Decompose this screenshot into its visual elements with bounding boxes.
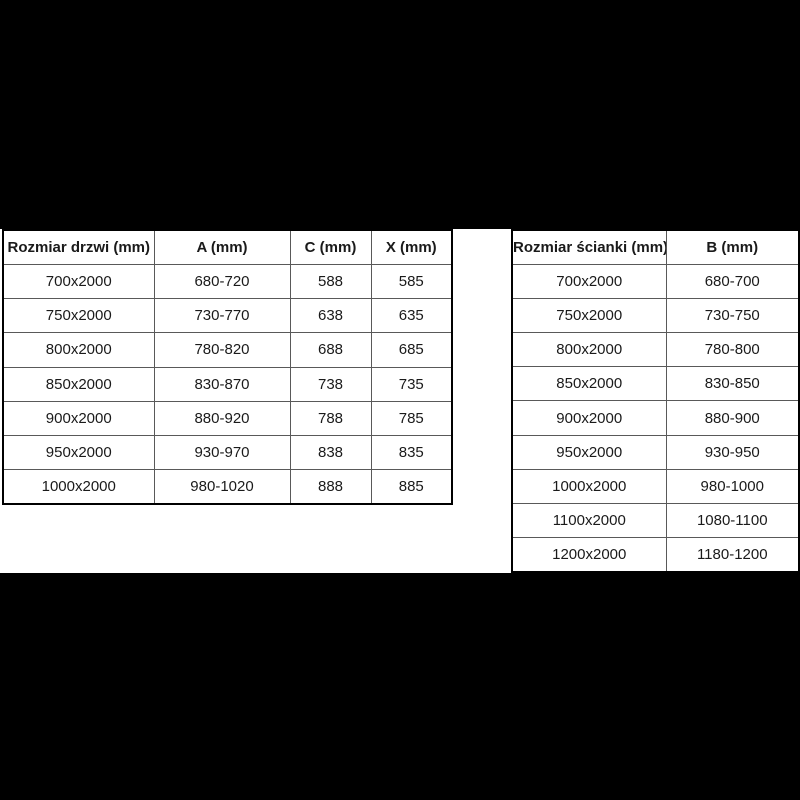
cell-b: 980-1000 xyxy=(665,468,800,505)
table-row: 950x2000 930-970 838 835 xyxy=(2,434,453,471)
table-row: 850x2000 830-870 738 735 xyxy=(2,366,453,402)
cell-size: 800x2000 xyxy=(511,332,667,368)
cell-size: 900x2000 xyxy=(511,400,667,436)
cell-a: 930-970 xyxy=(153,434,291,471)
door-col-header-a: A (mm) xyxy=(153,229,291,265)
wall-col-header-b: B (mm) xyxy=(665,229,800,265)
table-row: 800x2000 780-800 xyxy=(511,332,800,368)
table-row: 950x2000 930-950 xyxy=(511,434,800,470)
table-row: 1200x2000 1180-1200 xyxy=(511,537,800,573)
door-col-header-c: C (mm) xyxy=(289,229,372,265)
cell-size: 850x2000 xyxy=(511,366,667,402)
door-size-table: Rozmiar drzwi (mm) A (mm) C (mm) X (mm) … xyxy=(2,229,453,505)
cell-size: 700x2000 xyxy=(2,263,155,300)
cell-size: 800x2000 xyxy=(2,332,155,368)
cell-b: 930-950 xyxy=(665,434,800,470)
cell-b: 1180-1200 xyxy=(665,537,800,573)
cell-b: 830-850 xyxy=(665,366,800,402)
table-row: 750x2000 730-750 xyxy=(511,297,800,334)
wall-table-header-row: Rozmiar ścianki (mm) B (mm) xyxy=(511,229,800,265)
cell-c: 588 xyxy=(289,263,372,300)
cell-a: 680-720 xyxy=(153,263,291,300)
cell-size: 1200x2000 xyxy=(511,537,667,573)
cell-size: 1000x2000 xyxy=(511,468,667,505)
door-col-header-x: X (mm) xyxy=(370,229,453,265)
cell-size: 850x2000 xyxy=(2,366,155,402)
cell-x: 785 xyxy=(370,400,453,437)
cell-x: 735 xyxy=(370,366,453,402)
cell-x: 585 xyxy=(370,263,453,300)
cell-size: 1000x2000 xyxy=(2,469,155,505)
wall-size-table: Rozmiar ścianki (mm) B (mm) 700x2000 680… xyxy=(511,229,800,573)
cell-size: 750x2000 xyxy=(511,297,667,334)
wall-col-header-size: Rozmiar ścianki (mm) xyxy=(511,229,667,265)
door-col-header-size: Rozmiar drzwi (mm) xyxy=(2,229,155,265)
table-row: 1000x2000 980-1020 888 885 xyxy=(2,469,453,505)
table-row: 900x2000 880-920 788 785 xyxy=(2,400,453,437)
cell-b: 780-800 xyxy=(665,332,800,368)
cell-b: 880-900 xyxy=(665,400,800,436)
cell-b: 1080-1100 xyxy=(665,502,800,539)
table-row: 750x2000 730-770 638 635 xyxy=(2,297,453,334)
table-row: 700x2000 680-720 588 585 xyxy=(2,263,453,300)
cell-a: 730-770 xyxy=(153,297,291,334)
table-row: 900x2000 880-900 xyxy=(511,400,800,436)
cell-a: 830-870 xyxy=(153,366,291,402)
table-row: 850x2000 830-850 xyxy=(511,366,800,402)
cell-size: 750x2000 xyxy=(2,297,155,334)
cell-c: 788 xyxy=(289,400,372,437)
table-row: 1000x2000 980-1000 xyxy=(511,468,800,505)
cell-c: 888 xyxy=(289,469,372,505)
table-row: 1100x2000 1080-1100 xyxy=(511,502,800,539)
cell-b: 680-700 xyxy=(665,263,800,299)
cell-size: 950x2000 xyxy=(2,434,155,471)
cell-x: 635 xyxy=(370,297,453,334)
cell-size: 1100x2000 xyxy=(511,502,667,539)
door-table-header-row: Rozmiar drzwi (mm) A (mm) C (mm) X (mm) xyxy=(2,229,453,265)
cell-a: 980-1020 xyxy=(153,469,291,505)
cell-b: 730-750 xyxy=(665,297,800,334)
cell-size: 700x2000 xyxy=(511,263,667,299)
cell-a: 780-820 xyxy=(153,332,291,368)
cell-c: 638 xyxy=(289,297,372,334)
cell-x: 885 xyxy=(370,469,453,505)
cell-size: 950x2000 xyxy=(511,434,667,470)
cell-c: 688 xyxy=(289,332,372,368)
table-row: 800x2000 780-820 688 685 xyxy=(2,332,453,368)
cell-a: 880-920 xyxy=(153,400,291,437)
cell-c: 838 xyxy=(289,434,372,471)
cell-size: 900x2000 xyxy=(2,400,155,437)
cell-c: 738 xyxy=(289,366,372,402)
cell-x: 835 xyxy=(370,434,453,471)
table-row: 700x2000 680-700 xyxy=(511,263,800,299)
cell-x: 685 xyxy=(370,332,453,368)
